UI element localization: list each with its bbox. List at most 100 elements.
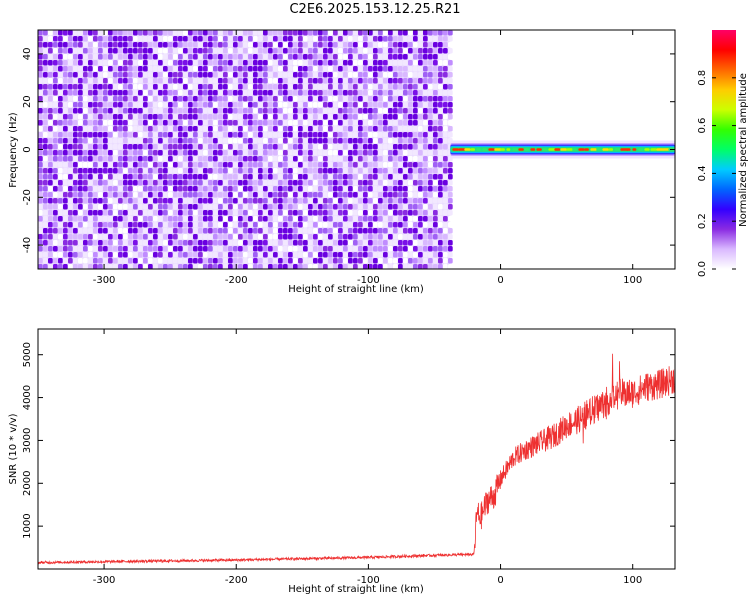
heatmap-cell (148, 162, 153, 168)
heatmap-cell (153, 66, 158, 72)
heatmap-cell (218, 102, 223, 108)
heatmap-cell (68, 162, 73, 168)
heatmap-cell (63, 222, 68, 228)
heatmap-cell (378, 246, 383, 252)
heatmap-cell (78, 168, 83, 174)
heatmap-cell (213, 72, 218, 78)
heatmap-cell (113, 174, 118, 180)
heatmap-cell (353, 72, 358, 78)
heatmap-cell (253, 120, 258, 126)
heatmap-cell (293, 90, 298, 96)
heatmap-cell (273, 246, 278, 252)
heatmap-cell (83, 228, 88, 234)
heatmap-cell (223, 210, 228, 216)
heatmap-cell (258, 234, 263, 240)
heatmap-cell (148, 216, 153, 222)
heatmap-cell (103, 186, 108, 192)
heatmap-cell (443, 258, 448, 264)
heatmap-cell (228, 198, 233, 204)
heatmap-cell (283, 180, 288, 186)
heatmap-cell (348, 264, 353, 269)
heatmap-cell (223, 264, 228, 269)
heatmap-cell (153, 42, 158, 48)
heatmap-cell (398, 252, 403, 258)
heatmap-cell (188, 108, 193, 114)
heatmap-cell (153, 150, 158, 156)
heatmap-cell (43, 216, 48, 222)
heatmap-cell (333, 48, 338, 54)
heatmap-cell (418, 30, 423, 36)
heatmap-cell (418, 108, 423, 114)
heatmap-cell (298, 108, 303, 114)
heatmap-cell (248, 204, 253, 210)
heatmap-cell (433, 198, 438, 204)
heatmap-cell (38, 246, 43, 252)
heatmap-cell (423, 192, 428, 198)
heatmap-cell (283, 132, 288, 138)
heatmap-cell (83, 66, 88, 72)
heatmap-cell (148, 90, 153, 96)
heatmap-cell (218, 198, 223, 204)
heatmap-cell (258, 84, 263, 90)
heatmap-cell (298, 36, 303, 42)
heatmap-cell (78, 84, 83, 90)
heatmap-cell (118, 120, 123, 126)
heatmap-cell (173, 168, 178, 174)
heatmap-cell (253, 264, 258, 269)
heatmap-cell (333, 228, 338, 234)
heatmap-cell (143, 192, 148, 198)
heatmap-cell (108, 138, 113, 144)
heatmap-cell (58, 228, 63, 234)
heatmap-cell (238, 258, 243, 264)
heatmap-cell (373, 108, 378, 114)
heatmap-cell (138, 102, 143, 108)
heatmap-cell (373, 192, 378, 198)
heatmap-cell (233, 72, 238, 78)
signal-band-peak (560, 148, 568, 151)
heatmap-cell (73, 90, 78, 96)
heatmap-cell (388, 180, 393, 186)
heatmap-cell (183, 84, 188, 90)
heatmap-cell (313, 210, 318, 216)
heatmap-cell (398, 240, 403, 246)
heatmap-cell (438, 132, 443, 138)
heatmap-cell (343, 36, 348, 42)
heatmap-cell (243, 36, 248, 42)
heatmap-cell (198, 174, 203, 180)
heatmap-cell (428, 42, 433, 48)
heatmap-cell (338, 222, 343, 228)
heatmap-cell (438, 150, 443, 156)
heatmap-cell (68, 240, 73, 246)
heatmap-cell (183, 120, 188, 126)
heatmap-cell (123, 138, 128, 144)
heatmap-cell (153, 60, 158, 66)
heatmap-cell (358, 66, 363, 72)
heatmap-cell (143, 66, 148, 72)
heatmap-cell (63, 210, 68, 216)
heatmap-cell (283, 66, 288, 72)
heatmap-cell (338, 114, 343, 120)
heatmap-cell (208, 126, 213, 132)
heatmap-cell (373, 60, 378, 66)
heatmap-cell (108, 204, 113, 210)
heatmap-cell (218, 126, 223, 132)
heatmap-cell (108, 168, 113, 174)
heatmap-cell (358, 102, 363, 108)
heatmap-cell (408, 174, 413, 180)
heatmap-cell (438, 114, 443, 120)
heatmap-cell (198, 222, 203, 228)
heatmap-cell (58, 168, 63, 174)
heatmap-cell (423, 96, 428, 102)
heatmap-cell (213, 168, 218, 174)
heatmap-cell (373, 240, 378, 246)
heatmap-cell (133, 240, 138, 246)
heatmap-cell (448, 258, 453, 264)
heatmap-cell (148, 66, 153, 72)
heatmap-cell (398, 30, 403, 36)
heatmap-cell (58, 162, 63, 168)
heatmap-cell (148, 60, 153, 66)
heatmap-cell (398, 186, 403, 192)
heatmap-cell (383, 156, 388, 162)
heatmap-cell (313, 120, 318, 126)
